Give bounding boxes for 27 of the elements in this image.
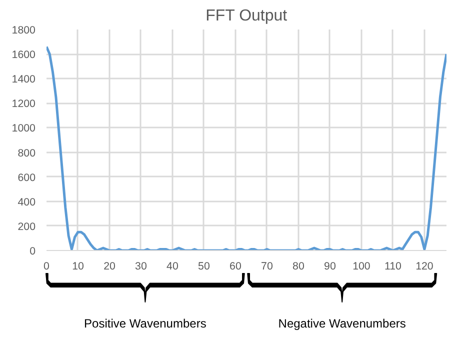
y-tick-label: 0 (30, 246, 36, 258)
y-tick-label: 1000 (12, 122, 36, 135)
x-tick-label: 40 (166, 260, 178, 272)
x-tick-label: 20 (104, 260, 116, 272)
x-tick-label: 10 (72, 260, 84, 272)
x-tick-label: 60 (230, 260, 242, 272)
x-tick-label: 50 (198, 260, 210, 272)
x-tick-label: 110 (384, 260, 402, 272)
x-tick-label: 120 (416, 260, 434, 272)
x-tick-label: 70 (261, 260, 273, 272)
x-tick-label: 30 (135, 260, 147, 272)
y-tick-label: 1800 (12, 24, 36, 36)
x-tick-label: 80 (292, 260, 304, 272)
chart-title: FFT Output (206, 8, 288, 24)
line-series (46, 45, 446, 250)
y-tick-label: 600 (18, 172, 36, 184)
y-tick-label: 1400 (12, 74, 36, 86)
x-tick-label: 100 (352, 260, 370, 272)
y-tick-label: 400 (18, 196, 36, 208)
y-tick-label: 200 (18, 220, 36, 233)
text: Negative Wavenumbers (278, 316, 406, 331)
y-tick-label: 1200 (12, 98, 36, 110)
x-tick-label: 0 (44, 260, 50, 272)
y-tick-label: 1600 (12, 49, 36, 62)
x-tick-label: 90 (324, 260, 336, 272)
text: Positive Wavenumbers (84, 316, 206, 331)
y-tick-label: 800 (18, 147, 36, 160)
